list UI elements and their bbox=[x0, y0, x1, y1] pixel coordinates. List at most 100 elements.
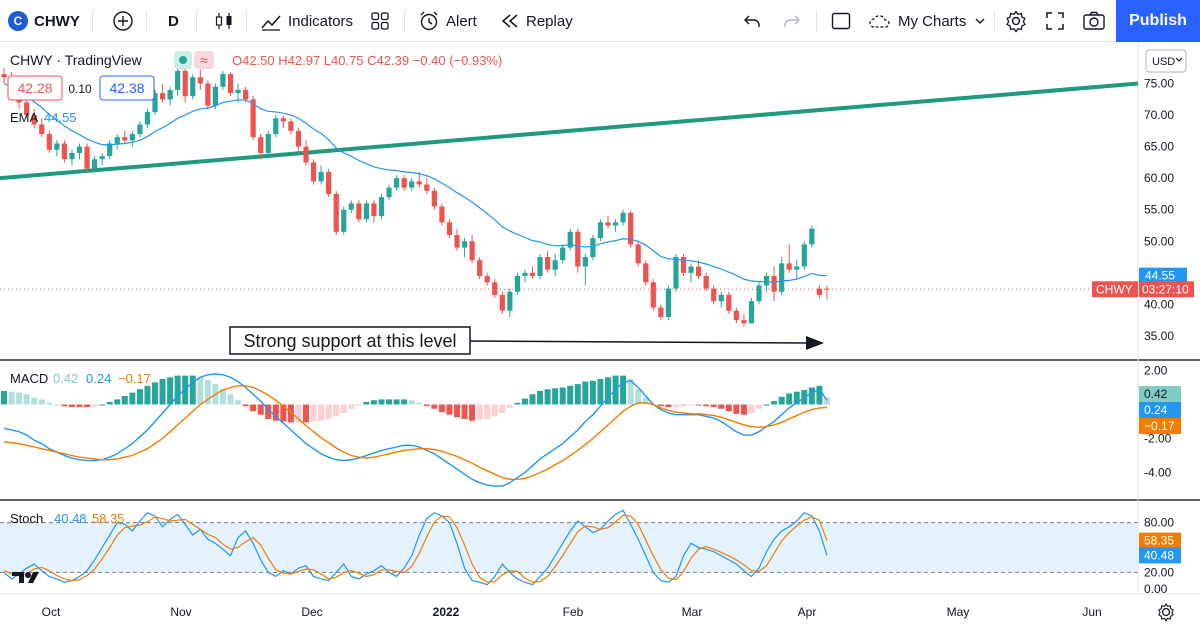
candle-body[interactable] bbox=[446, 222, 453, 235]
price-pane[interactable] bbox=[0, 58, 1139, 327]
candle-body[interactable] bbox=[461, 241, 468, 248]
candle-body[interactable] bbox=[763, 275, 770, 286]
candle-body[interactable] bbox=[484, 275, 490, 283]
stoch-k-line[interactable] bbox=[3, 509, 828, 586]
candle-body[interactable] bbox=[76, 146, 83, 153]
candle-body[interactable] bbox=[227, 74, 234, 94]
candle-body[interactable] bbox=[31, 115, 37, 125]
candle-body[interactable] bbox=[220, 74, 226, 87]
candle-body[interactable] bbox=[258, 137, 264, 153]
candle-body[interactable] bbox=[144, 111, 151, 125]
candle-body[interactable] bbox=[333, 193, 339, 232]
candle-body[interactable] bbox=[205, 83, 211, 106]
candle-body[interactable] bbox=[650, 282, 656, 308]
candle-body[interactable] bbox=[499, 294, 505, 311]
candle-body[interactable] bbox=[673, 257, 679, 289]
candle-body[interactable] bbox=[477, 260, 483, 276]
candle-body[interactable] bbox=[590, 238, 596, 258]
candle-body[interactable] bbox=[54, 143, 60, 150]
templates-button[interactable] bbox=[370, 0, 390, 42]
undo-button[interactable] bbox=[742, 0, 762, 42]
candle-body[interactable] bbox=[469, 241, 475, 261]
currency-selector[interactable] bbox=[1145, 49, 1187, 73]
candle-body[interactable] bbox=[92, 159, 98, 169]
candle-body[interactable] bbox=[235, 89, 241, 94]
candle-body[interactable] bbox=[197, 77, 203, 84]
candle-body[interactable] bbox=[99, 156, 105, 160]
candle-body[interactable] bbox=[416, 181, 422, 185]
interval-button[interactable]: D bbox=[168, 0, 179, 42]
candle-body[interactable] bbox=[431, 190, 437, 207]
symbol-search-button[interactable]: C CHWY bbox=[8, 0, 80, 42]
candle-body[interactable] bbox=[318, 171, 324, 182]
candle-body[interactable] bbox=[1, 74, 7, 78]
candle-body[interactable] bbox=[801, 244, 807, 267]
annotation-arrow-line[interactable] bbox=[469, 340, 809, 344]
candle-body[interactable] bbox=[545, 257, 551, 270]
candle-body[interactable] bbox=[61, 143, 67, 160]
candle-body[interactable] bbox=[129, 134, 135, 141]
candle-body[interactable] bbox=[409, 181, 415, 188]
macd-line[interactable] bbox=[3, 373, 828, 487]
candle-body[interactable] bbox=[114, 137, 120, 144]
candle-body[interactable] bbox=[273, 118, 279, 135]
candle-body[interactable] bbox=[786, 263, 792, 270]
candle-body[interactable] bbox=[326, 171, 332, 194]
settings-button[interactable] bbox=[1004, 0, 1028, 42]
replay-button[interactable]: Replay bbox=[500, 0, 573, 42]
alert-button[interactable]: Alert bbox=[418, 0, 477, 42]
candle-body[interactable] bbox=[39, 124, 45, 135]
candle-body[interactable] bbox=[288, 121, 294, 131]
candle-body[interactable] bbox=[250, 99, 256, 138]
candle-body[interactable] bbox=[597, 222, 604, 239]
candle-body[interactable] bbox=[295, 130, 302, 147]
candle-body[interactable] bbox=[748, 301, 755, 324]
candle-body[interactable] bbox=[741, 320, 747, 324]
candle-body[interactable] bbox=[824, 288, 830, 290]
candle-body[interactable] bbox=[46, 134, 52, 150]
candle-body[interactable] bbox=[575, 231, 581, 267]
candle-body[interactable] bbox=[726, 294, 732, 311]
chart-area[interactable]: 75.0070.0065.0060.0055.0050.0045.0040.00… bbox=[0, 42, 1200, 624]
candle-body[interactable] bbox=[424, 184, 430, 191]
fullscreen-button[interactable] bbox=[1044, 0, 1066, 42]
candle-body[interactable] bbox=[809, 228, 815, 245]
candle-body[interactable] bbox=[612, 222, 619, 226]
candle-body[interactable] bbox=[107, 143, 113, 157]
candle-body[interactable] bbox=[779, 263, 785, 292]
candle-body[interactable] bbox=[635, 244, 641, 264]
candle-body[interactable] bbox=[665, 288, 671, 317]
compare-symbol-button[interactable] bbox=[112, 0, 134, 42]
chart-type-button[interactable] bbox=[214, 0, 234, 42]
candle-body[interactable] bbox=[69, 152, 75, 160]
candle-body[interactable] bbox=[394, 178, 400, 188]
candle-body[interactable] bbox=[190, 77, 196, 97]
candle-body[interactable] bbox=[680, 257, 687, 273]
candle-body[interactable] bbox=[243, 89, 249, 100]
candle-body[interactable] bbox=[386, 187, 392, 198]
candle-body[interactable] bbox=[84, 146, 90, 169]
macd-signal-line[interactable] bbox=[3, 385, 827, 480]
candle-body[interactable] bbox=[356, 203, 362, 220]
ema-line[interactable] bbox=[3, 82, 827, 283]
bid-box[interactable] bbox=[7, 75, 63, 101]
ask-box[interactable] bbox=[99, 75, 155, 101]
candle-body[interactable] bbox=[341, 209, 347, 232]
publish-button[interactable]: Publish bbox=[1116, 0, 1200, 42]
candle-body[interactable] bbox=[159, 93, 166, 100]
candle-body[interactable] bbox=[212, 86, 218, 106]
candle-body[interactable] bbox=[182, 70, 188, 97]
candle-body[interactable] bbox=[507, 291, 513, 311]
stoch-pane[interactable] bbox=[3, 509, 828, 586]
candle-body[interactable] bbox=[348, 203, 354, 210]
candle-body[interactable] bbox=[567, 231, 573, 248]
candle-body[interactable] bbox=[658, 307, 664, 317]
candle-body[interactable] bbox=[280, 118, 286, 122]
candle-body[interactable] bbox=[711, 288, 717, 302]
indicators-button[interactable]: Indicators bbox=[260, 0, 353, 42]
candle-body[interactable] bbox=[756, 285, 762, 302]
candle-body[interactable] bbox=[152, 93, 158, 112]
candle-body[interactable] bbox=[537, 257, 543, 276]
candle-body[interactable] bbox=[363, 203, 369, 220]
candle-body[interactable] bbox=[514, 275, 520, 292]
